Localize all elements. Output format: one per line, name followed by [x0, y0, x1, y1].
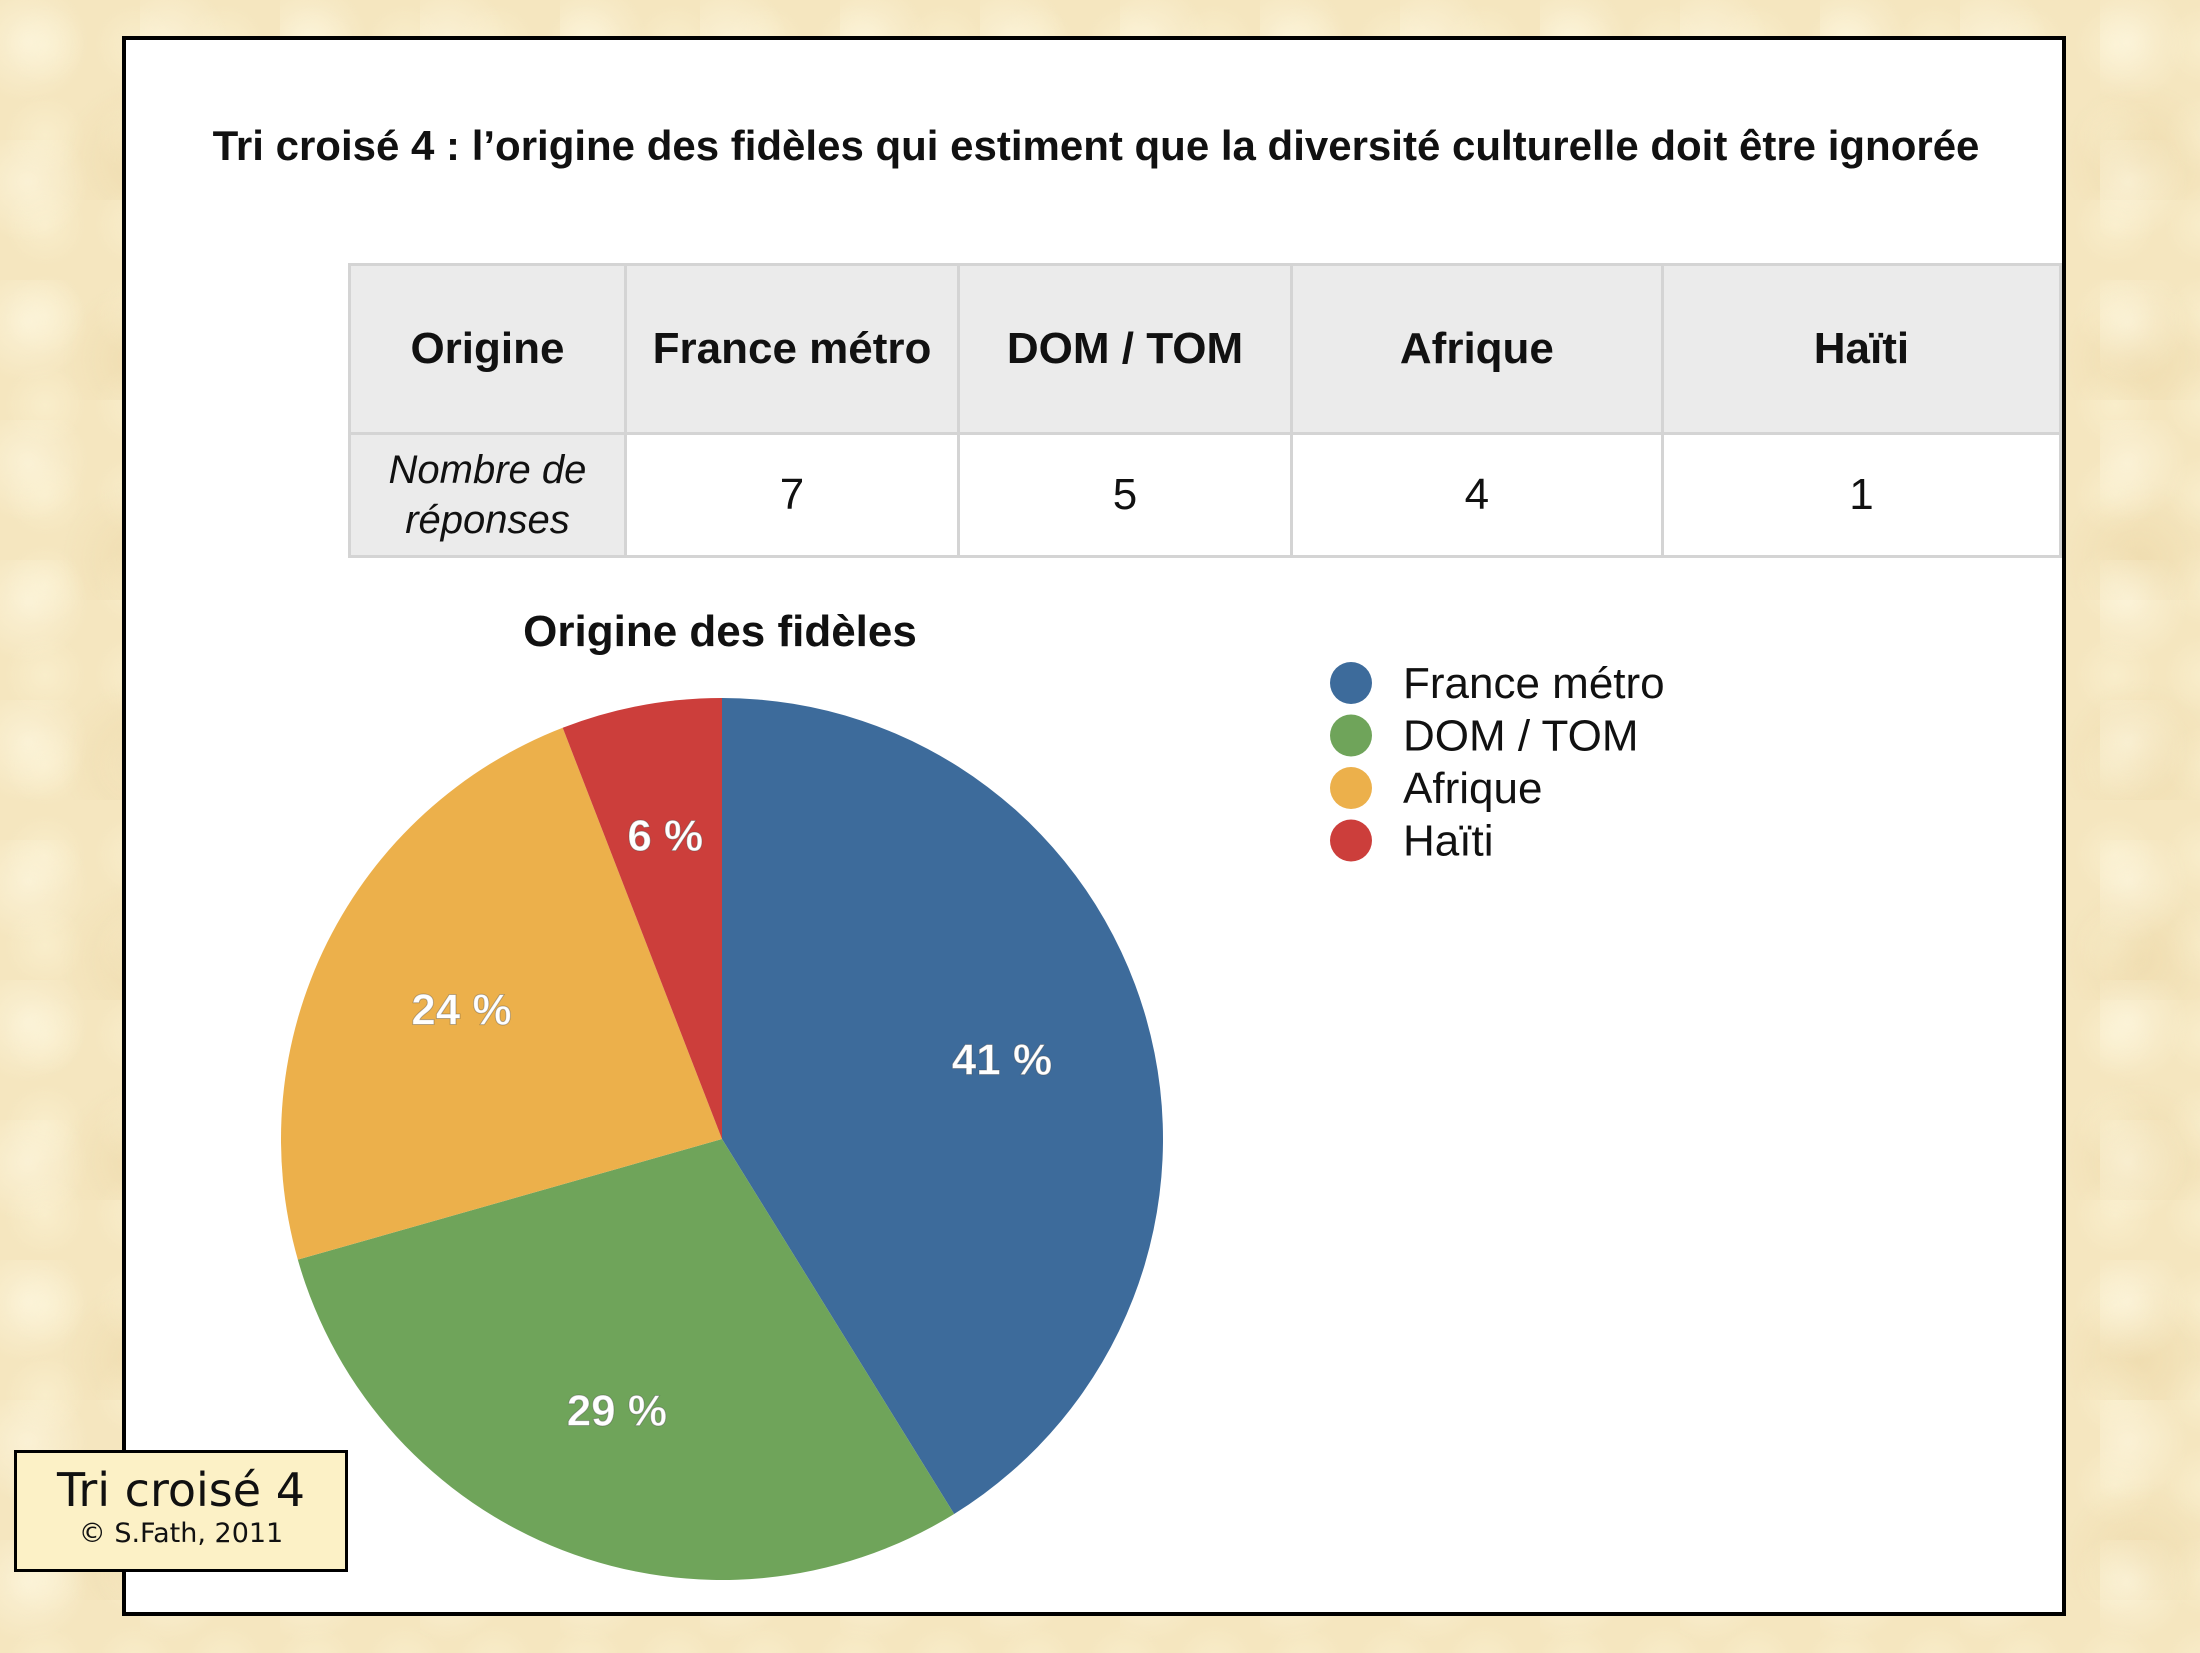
slice-percent-label: 24 %: [411, 985, 511, 1034]
slice-percent-label: 41 %: [952, 1035, 1052, 1084]
table-header-cell: DOM / TOM: [957, 263, 1293, 435]
table-cell: 4: [1289, 432, 1664, 558]
stamp-title: Tri croisé 4: [57, 1463, 305, 1517]
caption-stamp: Tri croisé 4 © S.Fath, 2011: [14, 1450, 348, 1572]
legend-label: Haïti: [1403, 817, 1493, 866]
slice-percent-label: 29 %: [567, 1386, 667, 1435]
legend-label: France métro: [1403, 659, 1665, 708]
table-header-cell: Afrique: [1289, 263, 1664, 435]
table-row: Nombre de réponses 7 5 4 1: [348, 432, 2063, 558]
table-header-row: Origine France métro DOM / TOM Afrique H…: [348, 263, 2063, 435]
legend-label: DOM / TOM: [1403, 712, 1639, 761]
slice-percent-label: 6 %: [627, 812, 703, 861]
table-header-cell: Haïti: [1660, 263, 2063, 435]
table-cell: 1: [1660, 432, 2063, 558]
chart-title: Origine des fidèles: [523, 607, 917, 656]
pie-slice: [281, 727, 722, 1260]
stamp-credit: © S.Fath, 2011: [78, 1518, 284, 1549]
legend-swatch: [1330, 767, 1372, 809]
legend-swatch: [1330, 819, 1372, 862]
pie-slice: [297, 1139, 955, 1580]
row-label-line: réponses: [405, 498, 570, 542]
origin-table: Origine France métro DOM / TOM Afrique H…: [348, 263, 2063, 558]
pie-slices: [281, 698, 1163, 1580]
legend-swatch: [1330, 662, 1372, 704]
row-label-line: Nombre de: [388, 448, 587, 492]
table-cell: 7: [623, 432, 961, 558]
pie-slice: [562, 698, 722, 1139]
table-cell: 5: [957, 432, 1293, 558]
legend-swatch: [1330, 714, 1372, 757]
pie-slice: [722, 698, 1163, 1514]
pie-labels: 41 % 29 % 24 % 6 %: [411, 811, 1053, 1436]
table-header-cell: Origine: [348, 263, 627, 435]
page-title: Tri croisé 4 : l’origine des fidèles qui…: [212, 122, 1980, 169]
table-header-cell: France métro: [623, 263, 961, 435]
legend-label: Afrique: [1403, 764, 1542, 813]
table-row-label: Nombre de réponses: [348, 432, 627, 558]
